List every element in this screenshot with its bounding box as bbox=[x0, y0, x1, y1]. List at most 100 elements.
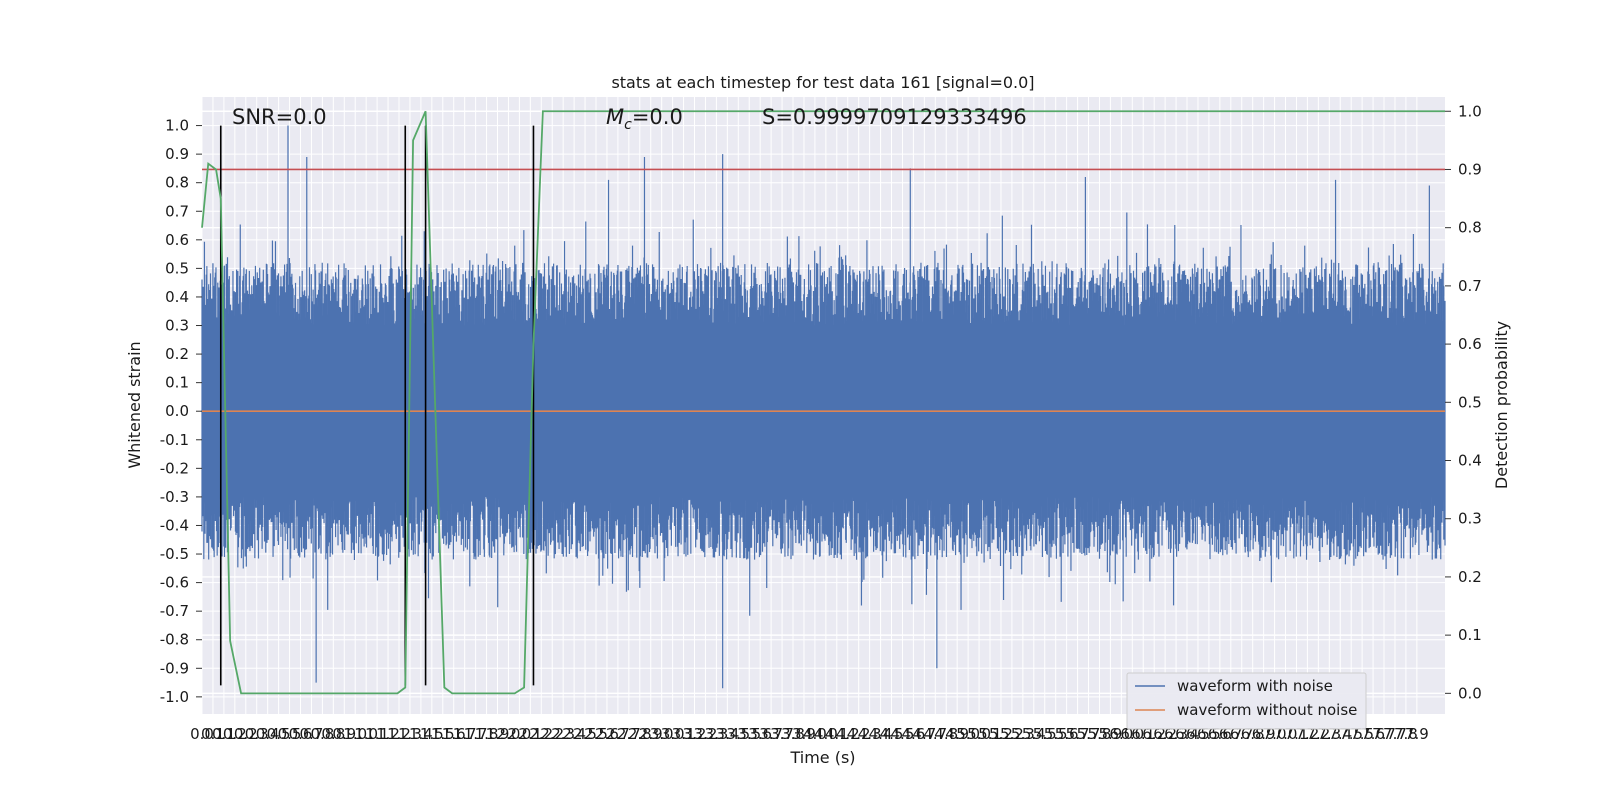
y-left-tick-label: -0.7 bbox=[160, 602, 189, 620]
y-left-tick-label: 0.1 bbox=[165, 374, 189, 392]
x-tick-label: 2.1 bbox=[518, 725, 542, 743]
x-tick-label: 5.8 bbox=[1088, 725, 1112, 743]
y-left-tick-label: -0.8 bbox=[160, 631, 189, 649]
x-tick-label: 0.9 bbox=[332, 725, 356, 743]
x-tick-label: 4.4 bbox=[869, 725, 893, 743]
x-tick-label: 1.2 bbox=[376, 725, 400, 743]
x-tick-label: 3.4 bbox=[715, 725, 739, 743]
y-left-tick-label: -1.0 bbox=[160, 688, 189, 706]
chirp-mass-symbol: M bbox=[606, 105, 624, 129]
y-right-tick-label: 0.8 bbox=[1458, 219, 1482, 237]
y-left-tick-label: 0.7 bbox=[165, 202, 189, 220]
x-tick-label: 3.0 bbox=[650, 725, 674, 743]
x-tick-label: 4.1 bbox=[825, 725, 849, 743]
legend-label-noise: waveform with noise bbox=[1177, 677, 1333, 695]
y-left-tick-label: 0.6 bbox=[165, 231, 189, 249]
x-tick-label: 1.7 bbox=[464, 725, 488, 743]
x-tick-label: 0.6 bbox=[289, 725, 313, 743]
x-tick-label: 2.5 bbox=[584, 725, 608, 743]
x-tick-label: 7.7 bbox=[1372, 725, 1396, 743]
y-right-tick-label: 0.3 bbox=[1458, 510, 1482, 528]
legend: waveform with noise waveform without noi… bbox=[1126, 672, 1367, 730]
x-tick-label: 2.4 bbox=[562, 725, 586, 743]
x-tick-label: 3.0 bbox=[661, 725, 685, 743]
x-tick-label: 2.9 bbox=[639, 725, 663, 743]
chart-title: stats at each timestep for test data 161… bbox=[611, 73, 1034, 92]
x-tick-label: 4.3 bbox=[858, 725, 882, 743]
x-tick-label: 4.9 bbox=[945, 725, 969, 743]
x-tick-label: 1.8 bbox=[475, 725, 499, 743]
x-tick-label: 0.4 bbox=[256, 725, 280, 743]
x-tick-label: 1.3 bbox=[398, 725, 422, 743]
x-tick-label: 3.5 bbox=[726, 725, 750, 743]
x-tick-label: 3.2 bbox=[683, 725, 707, 743]
y-left-tick-label: -0.3 bbox=[160, 488, 189, 506]
x-tick-label: 1.0 bbox=[354, 725, 378, 743]
y-axis-right-label: Detection probability bbox=[1492, 321, 1511, 489]
y-left-tick-label: 0.2 bbox=[165, 345, 189, 363]
legend-label-clean: waveform without noise bbox=[1177, 701, 1357, 719]
y-left-tick-label: 0.9 bbox=[165, 145, 189, 163]
x-tick-label: 7.7 bbox=[1383, 725, 1407, 743]
x-tick-label: 2.5 bbox=[573, 725, 597, 743]
y-right-tick-label: 0.7 bbox=[1458, 277, 1482, 295]
x-tick-label: 4.7 bbox=[923, 725, 947, 743]
x-tick-label: 0.0 bbox=[190, 725, 214, 743]
x-axis-ticks: 0.00.10.10.20.20.30.40.50.50.60.70.80.80… bbox=[190, 725, 1429, 743]
waveform-with-noise-line bbox=[201, 125, 1446, 689]
x-tick-label: 0.2 bbox=[234, 725, 258, 743]
y-left-tick-label: 1.0 bbox=[165, 117, 189, 135]
x-tick-label: 4.0 bbox=[803, 725, 827, 743]
x-tick-label: 0.5 bbox=[278, 725, 302, 743]
y-left-tick-label: -0.6 bbox=[160, 574, 189, 592]
y-left-tick-label: -0.2 bbox=[160, 459, 189, 477]
x-tick-label: 7.6 bbox=[1361, 725, 1385, 743]
y-axis-left-label: Whitened strain bbox=[125, 341, 144, 468]
x-tick-label: 4.5 bbox=[891, 725, 915, 743]
y-right-tick-label: 0.0 bbox=[1458, 684, 1482, 702]
x-axis-label: Time (s) bbox=[789, 748, 855, 767]
x-tick-label: 2.0 bbox=[507, 725, 531, 743]
x-tick-label: 1.5 bbox=[431, 725, 455, 743]
y-left-tick-label: -0.1 bbox=[160, 431, 189, 449]
y-right-tick-label: 0.1 bbox=[1458, 626, 1482, 644]
x-tick-label: 5.7 bbox=[1077, 725, 1101, 743]
y-left-tick-label: 0.8 bbox=[165, 174, 189, 192]
x-tick-label: 1.2 bbox=[387, 725, 411, 743]
y-axis-left-ticks: 1.0 0.9 0.8 0.7 0.6 0.5 0.4 0.3 0.2 0.1 0.0 -0.1 -0.… bbox=[160, 117, 202, 706]
x-tick-label: 2.7 bbox=[617, 725, 641, 743]
y-right-tick-label: 0.5 bbox=[1458, 393, 1482, 411]
x-tick-label: 4.7 bbox=[912, 725, 936, 743]
x-tick-label: 2.8 bbox=[628, 725, 652, 743]
x-tick-label: 5.4 bbox=[1022, 725, 1046, 743]
y-left-tick-label: 0.4 bbox=[165, 288, 189, 306]
x-tick-label: 3.1 bbox=[672, 725, 696, 743]
x-tick-label: 1.7 bbox=[453, 725, 477, 743]
x-tick-label: 4.0 bbox=[814, 725, 838, 743]
y-right-tick-label: 0.9 bbox=[1458, 160, 1482, 178]
snr-annotation: SNR=0.0 bbox=[232, 105, 327, 129]
x-tick-label: 5.2 bbox=[1000, 725, 1024, 743]
x-tick-label: 1.9 bbox=[486, 725, 510, 743]
chirp-mass-annotation: Mc=0.0 bbox=[606, 105, 683, 133]
x-tick-label: 3.7 bbox=[759, 725, 783, 743]
x-tick-label: 0.1 bbox=[212, 725, 236, 743]
x-tick-label: 2.0 bbox=[497, 725, 521, 743]
x-tick-label: 5.5 bbox=[1044, 725, 1068, 743]
x-tick-label: 4.5 bbox=[880, 725, 904, 743]
x-tick-label: 0.3 bbox=[245, 725, 269, 743]
x-tick-label: 0.7 bbox=[300, 725, 324, 743]
y-left-tick-label: 0.3 bbox=[165, 317, 189, 335]
x-tick-label: 4.2 bbox=[847, 725, 871, 743]
x-tick-label: 1.6 bbox=[442, 725, 466, 743]
x-tick-label: 1.4 bbox=[409, 725, 433, 743]
y-right-tick-label: 0.6 bbox=[1458, 335, 1482, 353]
x-tick-label: 5.6 bbox=[1055, 725, 1079, 743]
x-tick-label: 2.7 bbox=[606, 725, 630, 743]
x-tick-label: 5.2 bbox=[989, 725, 1013, 743]
x-tick-label: 0.8 bbox=[310, 725, 334, 743]
y-left-tick-label: -0.9 bbox=[160, 659, 189, 677]
y-axis-right-ticks: 1.0 0.9 0.8 0.7 0.6 0.5 0.4 0.3 0.2 0.1 0.0 bbox=[1445, 102, 1482, 702]
y-left-tick-label: -0.4 bbox=[160, 516, 189, 534]
